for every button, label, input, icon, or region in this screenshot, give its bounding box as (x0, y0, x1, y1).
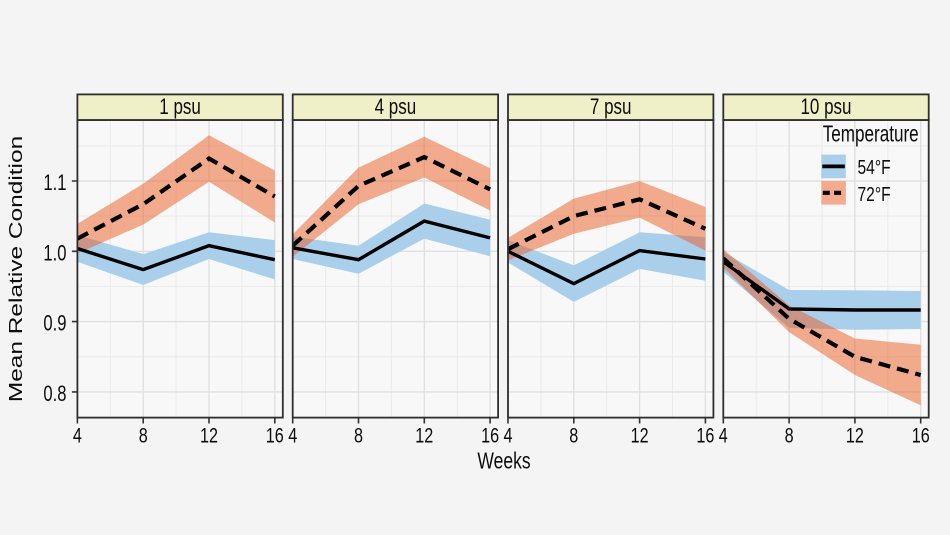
svg-text:16: 16 (696, 424, 714, 448)
svg-text:10 psu: 10 psu (800, 95, 851, 120)
svg-text:1 psu: 1 psu (159, 95, 201, 120)
svg-text:0.8: 0.8 (43, 382, 66, 407)
svg-text:16: 16 (481, 424, 499, 448)
svg-text:4: 4 (719, 424, 728, 448)
svg-text:12: 12 (200, 424, 218, 448)
svg-text:Temperature: Temperature (823, 122, 919, 147)
svg-text:4: 4 (73, 424, 82, 448)
svg-text:12: 12 (846, 424, 864, 448)
svg-text:0.9: 0.9 (43, 311, 66, 336)
svg-text:8: 8 (354, 424, 363, 448)
svg-text:4: 4 (503, 424, 512, 448)
svg-text:72°F: 72°F (858, 182, 891, 206)
svg-text:1.1: 1.1 (43, 171, 66, 196)
svg-text:16: 16 (912, 424, 930, 448)
svg-text:7 psu: 7 psu (590, 95, 632, 120)
svg-text:12: 12 (415, 424, 433, 448)
svg-text:Weeks: Weeks (477, 448, 530, 474)
svg-text:16: 16 (266, 424, 284, 448)
svg-text:1.0: 1.0 (43, 241, 66, 266)
svg-text:4 psu: 4 psu (375, 95, 417, 120)
svg-text:8: 8 (139, 424, 148, 448)
svg-text:54°F: 54°F (858, 155, 891, 179)
svg-text:4: 4 (288, 424, 297, 448)
svg-text:8: 8 (569, 424, 578, 448)
svg-text:8: 8 (785, 424, 794, 448)
svg-text:Mean Relative Condition: Mean Relative Condition (5, 136, 26, 402)
svg-text:12: 12 (631, 424, 649, 448)
